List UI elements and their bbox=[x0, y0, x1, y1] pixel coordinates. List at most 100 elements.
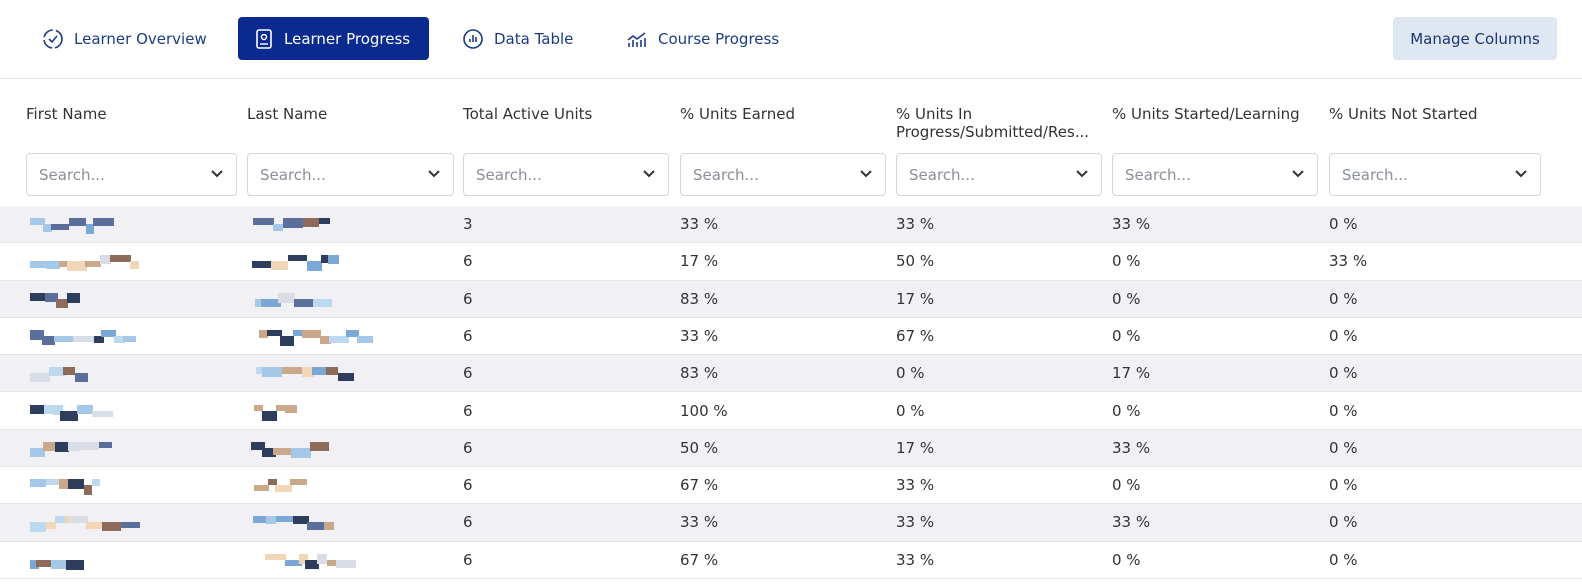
table-cell: 0 % bbox=[1329, 513, 1358, 532]
redacted-name bbox=[30, 329, 44, 340]
search-placeholder: Search... bbox=[693, 165, 759, 184]
redacted-name bbox=[49, 367, 65, 377]
redacted-name bbox=[51, 224, 69, 230]
table-cell: 33 % bbox=[680, 215, 719, 233]
redacted-name bbox=[65, 516, 73, 524]
redacted-name bbox=[53, 404, 63, 415]
redacted-name bbox=[30, 261, 47, 269]
tab[interactable]: Learner Overview bbox=[26, 17, 223, 60]
redacted-name bbox=[305, 559, 319, 569]
redacted-name bbox=[73, 335, 94, 342]
table-cell: 6 bbox=[463, 401, 473, 420]
table-cell: 6 bbox=[463, 513, 473, 532]
redacted-name bbox=[262, 410, 277, 421]
redacted-name bbox=[303, 218, 319, 227]
table-cell: 33 % bbox=[896, 550, 935, 569]
redacted-name bbox=[256, 367, 265, 375]
redacted-name bbox=[254, 404, 263, 411]
search-filter[interactable]: Search... bbox=[26, 153, 237, 196]
table-row: 6 67 % 33 % 0 % 0 % bbox=[0, 542, 1582, 579]
column-header: % Units Started/Learning bbox=[1112, 105, 1300, 123]
search-filter[interactable]: Search... bbox=[463, 153, 669, 196]
table-cell: 33 % bbox=[680, 513, 719, 532]
redacted-name bbox=[329, 335, 349, 343]
redacted-name bbox=[261, 298, 281, 307]
search-filter[interactable]: Search... bbox=[680, 153, 886, 196]
redacted-name bbox=[290, 479, 307, 486]
redacted-name bbox=[130, 261, 139, 270]
redacted-name bbox=[75, 373, 88, 383]
redacted-name bbox=[85, 261, 101, 268]
redacted-name bbox=[267, 329, 282, 336]
redacted-name bbox=[319, 218, 330, 224]
search-filter[interactable]: Search... bbox=[896, 153, 1102, 196]
redacted-name bbox=[30, 559, 39, 569]
table-cell: 33 % bbox=[1112, 215, 1151, 233]
redacted-name bbox=[123, 335, 136, 342]
table-cell: 33 % bbox=[896, 476, 935, 495]
column-header: % Units In Progress/Submitted/Res... bbox=[896, 105, 1090, 141]
chevron bbox=[1292, 170, 1304, 178]
redacted-name bbox=[45, 292, 58, 302]
redacted-name bbox=[302, 367, 314, 378]
table-cell: 3 bbox=[463, 215, 473, 233]
redacted-name bbox=[299, 553, 308, 564]
table-cell: 0 % bbox=[1112, 252, 1141, 271]
column-header: % Units Earned bbox=[680, 105, 795, 123]
table-cell: 83 % bbox=[680, 289, 719, 308]
table-cell: 0 % bbox=[1329, 289, 1358, 308]
table-cell: 0 % bbox=[1329, 476, 1358, 495]
manage-columns-button[interactable]: Manage Columns bbox=[1393, 17, 1557, 60]
table-cell: 0 % bbox=[896, 364, 925, 383]
column-header: % Units Not Started bbox=[1329, 105, 1478, 123]
table-cell: 0 % bbox=[1329, 550, 1358, 569]
search-placeholder: Search... bbox=[39, 165, 105, 184]
redacted-name bbox=[70, 516, 88, 524]
table-cell: 83 % bbox=[680, 364, 719, 383]
redacted-name bbox=[312, 367, 327, 376]
table-cell: 0 % bbox=[1329, 326, 1358, 345]
table-row: 3 33 % 33 % 33 % 0 % bbox=[0, 206, 1582, 244]
table-cell: 33 % bbox=[896, 513, 935, 532]
table-cell: 0 % bbox=[1329, 401, 1358, 420]
tab[interactable]: Learner Progress bbox=[238, 17, 429, 60]
redacted-name bbox=[43, 441, 57, 451]
search-filter[interactable]: Search... bbox=[247, 153, 454, 196]
table-cell: 0 % bbox=[1329, 364, 1358, 383]
search-filter[interactable]: Search... bbox=[1329, 153, 1541, 196]
redacted-name bbox=[262, 367, 282, 378]
redacted-name bbox=[30, 373, 50, 383]
search-filter[interactable]: Search... bbox=[1112, 153, 1318, 196]
redacted-name bbox=[357, 335, 373, 343]
search-placeholder: Search... bbox=[260, 165, 326, 184]
redacted-name bbox=[346, 329, 359, 337]
redacted-name bbox=[114, 335, 125, 343]
column-header: Total Active Units bbox=[463, 105, 593, 123]
redacted-name bbox=[42, 335, 55, 345]
redacted-name bbox=[307, 522, 326, 531]
tab-label: Learner Overview bbox=[74, 29, 207, 48]
redacted-name bbox=[84, 485, 92, 496]
redacted-name bbox=[36, 559, 53, 567]
chevron bbox=[211, 170, 223, 178]
tab[interactable]: Data Table bbox=[446, 17, 589, 60]
redacted-name bbox=[68, 479, 84, 490]
tab[interactable]: Course Progress bbox=[610, 17, 795, 60]
table-cell: 17 % bbox=[680, 252, 719, 271]
redacted-name bbox=[46, 479, 61, 486]
redacted-name bbox=[293, 516, 309, 525]
table-cell: 33 % bbox=[1112, 438, 1151, 457]
redacted-name bbox=[102, 522, 121, 532]
redacted-name bbox=[67, 261, 87, 272]
table-cell: 33 % bbox=[1329, 252, 1368, 271]
table-cell: 0 % bbox=[1112, 326, 1141, 345]
redacted-name bbox=[317, 553, 327, 564]
redacted-name bbox=[67, 292, 80, 303]
redacted-name bbox=[92, 410, 113, 417]
search-placeholder: Search... bbox=[476, 165, 542, 184]
tab-label: Learner Progress bbox=[284, 29, 411, 48]
table-cell: 0 % bbox=[896, 401, 925, 420]
redacted-name bbox=[262, 447, 276, 457]
redacted-name bbox=[259, 329, 268, 338]
chevron bbox=[428, 170, 440, 178]
